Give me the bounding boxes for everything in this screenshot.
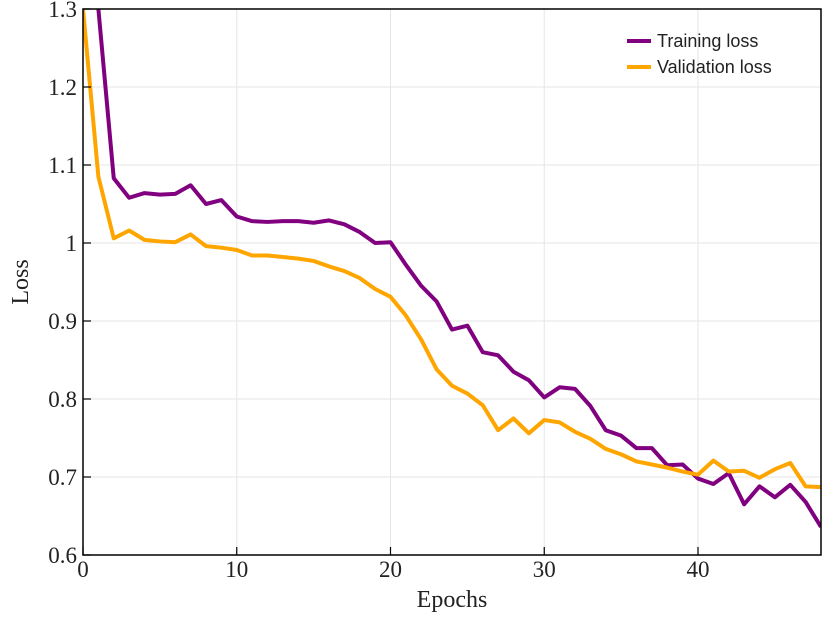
legend-label: Validation loss — [657, 57, 772, 77]
y-tick-label: 0.7 — [48, 465, 77, 490]
y-tick-label: 0.9 — [48, 309, 77, 334]
series-line — [83, 9, 821, 490]
y-tick-label: 1 — [66, 231, 78, 256]
grid — [82, 8, 821, 556]
legend: Training loss Validation loss — [627, 31, 772, 77]
lines — [83, 9, 821, 528]
x-axis-label: Epochs — [417, 587, 488, 613]
series-line — [96, 9, 821, 528]
y-tick-label: 1.3 — [48, 0, 77, 22]
y-tick-label: 1.1 — [48, 153, 77, 178]
ticks: 0 10 20 30 40 0.6 0.7 0.8 0.9 1 1.1 1.2 1.3 — [48, 0, 709, 582]
y-tick-label: 0.8 — [48, 387, 77, 412]
x-tick-label: 30 — [533, 557, 556, 582]
plot-frame — [82, 8, 822, 556]
x-tick-label: 10 — [225, 557, 248, 582]
x-tick-label: 0 — [77, 557, 89, 582]
y-tick-label: 1.2 — [48, 75, 77, 100]
legend-label: Training loss — [657, 31, 758, 51]
y-tick-label: 0.6 — [48, 543, 77, 568]
x-tick-label: 20 — [379, 557, 402, 582]
y-axis-label: Loss — [8, 259, 34, 304]
x-tick-label: 40 — [687, 557, 710, 582]
